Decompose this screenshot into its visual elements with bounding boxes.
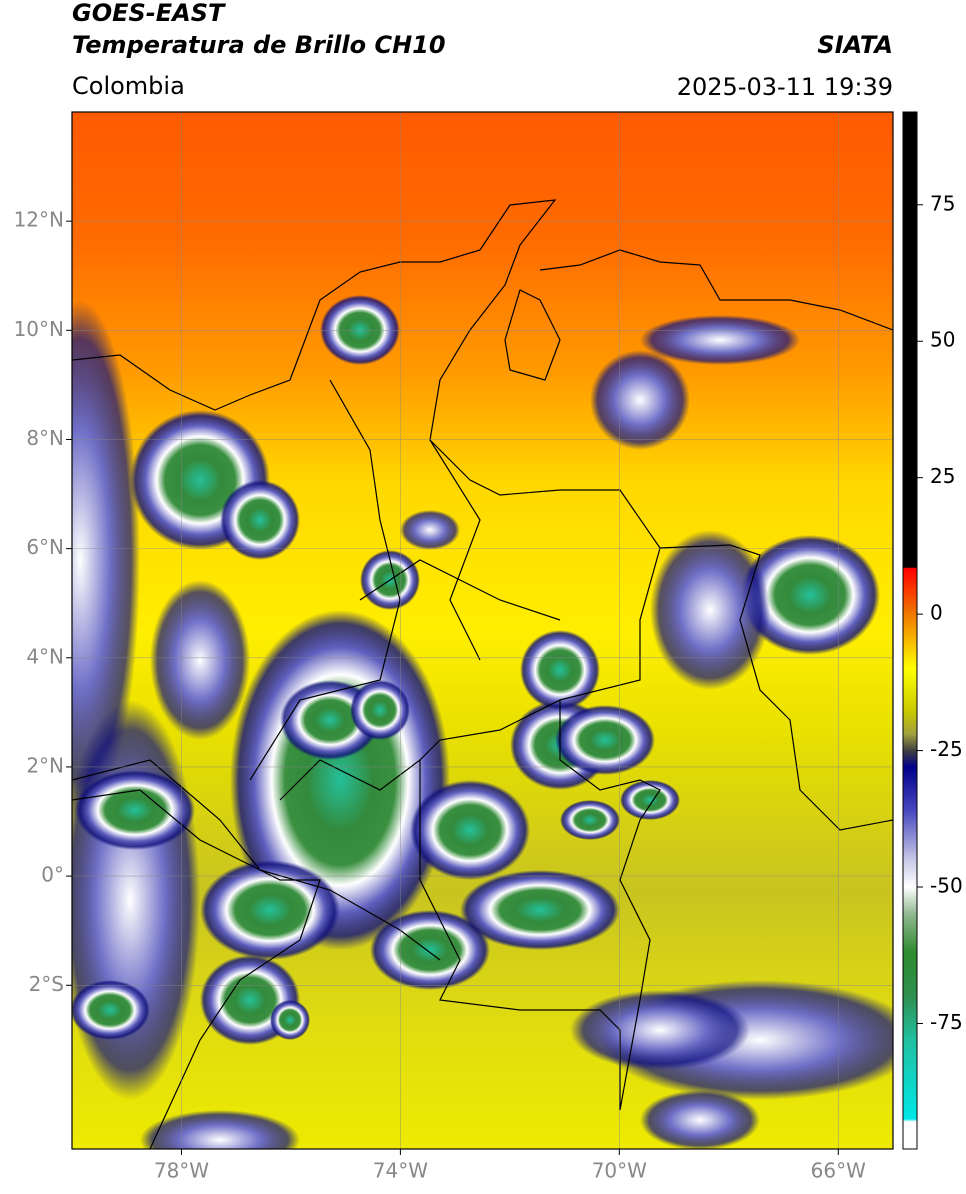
coastline — [539, 249, 893, 331]
lon-tick-label: 78°W — [154, 1159, 209, 1183]
cloud — [200, 860, 340, 960]
cloud — [72, 700, 200, 1100]
border-line — [72, 759, 441, 1149]
lake — [504, 289, 561, 381]
cloud — [590, 350, 690, 450]
lat-tick-label: 2°S — [29, 972, 64, 996]
title: GOES-EAST — [72, 0, 226, 27]
colorbar-tick-label: -75 — [930, 1010, 963, 1034]
cloud — [400, 510, 460, 550]
cloud — [270, 1000, 310, 1040]
cloud — [555, 705, 655, 775]
map-frame — [71, 111, 894, 1150]
cloud — [640, 315, 800, 365]
subtitle: Temperatura de Brillo CH10 — [72, 31, 446, 59]
colorbar-tick-label: 75 — [930, 191, 955, 215]
cloud — [640, 1090, 760, 1149]
source: SIATA — [817, 31, 893, 59]
cloud — [140, 1110, 300, 1149]
lat-tick-label: 12°N — [14, 208, 64, 232]
lon-tick-label: 70°W — [592, 1159, 647, 1183]
cloud — [650, 530, 770, 690]
region: Colombia — [72, 72, 185, 100]
cloud — [72, 300, 140, 820]
cloud — [740, 535, 880, 655]
colorbar-tick-label: 50 — [930, 328, 955, 352]
border-line — [72, 199, 893, 831]
cloud — [520, 630, 600, 710]
lat-tick-label: 8°N — [26, 426, 64, 450]
cloud — [350, 680, 410, 740]
cloud — [620, 780, 680, 820]
border-line — [419, 547, 661, 1111]
lat-tick-label: 4°N — [26, 644, 64, 668]
cloud — [410, 780, 530, 880]
cloud — [460, 870, 620, 950]
cloud-layer — [72, 295, 893, 1149]
lat-tick-label: 10°N — [14, 317, 64, 341]
colorbar — [902, 111, 918, 1150]
map-image — [72, 112, 893, 1149]
colorbar-tick-label: -50 — [930, 874, 963, 898]
datetime: 2025-03-11 19:39 — [677, 73, 893, 101]
cloud — [570, 990, 750, 1070]
lat-tick-label: 2°N — [26, 753, 64, 777]
cloud — [560, 800, 620, 840]
cloud — [220, 480, 300, 560]
cloud — [72, 980, 150, 1040]
colorbar-tick-label: -25 — [930, 737, 963, 761]
cloud — [320, 295, 400, 365]
lon-tick-label: 74°W — [373, 1159, 428, 1183]
lat-tick-label: 0° — [41, 863, 64, 887]
colorbar-tick-label: 0 — [930, 601, 943, 625]
gridlines — [72, 112, 893, 1149]
lon-tick-label: 66°W — [811, 1159, 866, 1183]
cloud — [150, 580, 250, 740]
admin-line — [249, 379, 561, 801]
cloud — [75, 770, 195, 850]
colorbar-tick-label: 25 — [930, 464, 955, 488]
lat-tick-label: 6°N — [26, 535, 64, 559]
borders — [72, 199, 893, 1149]
